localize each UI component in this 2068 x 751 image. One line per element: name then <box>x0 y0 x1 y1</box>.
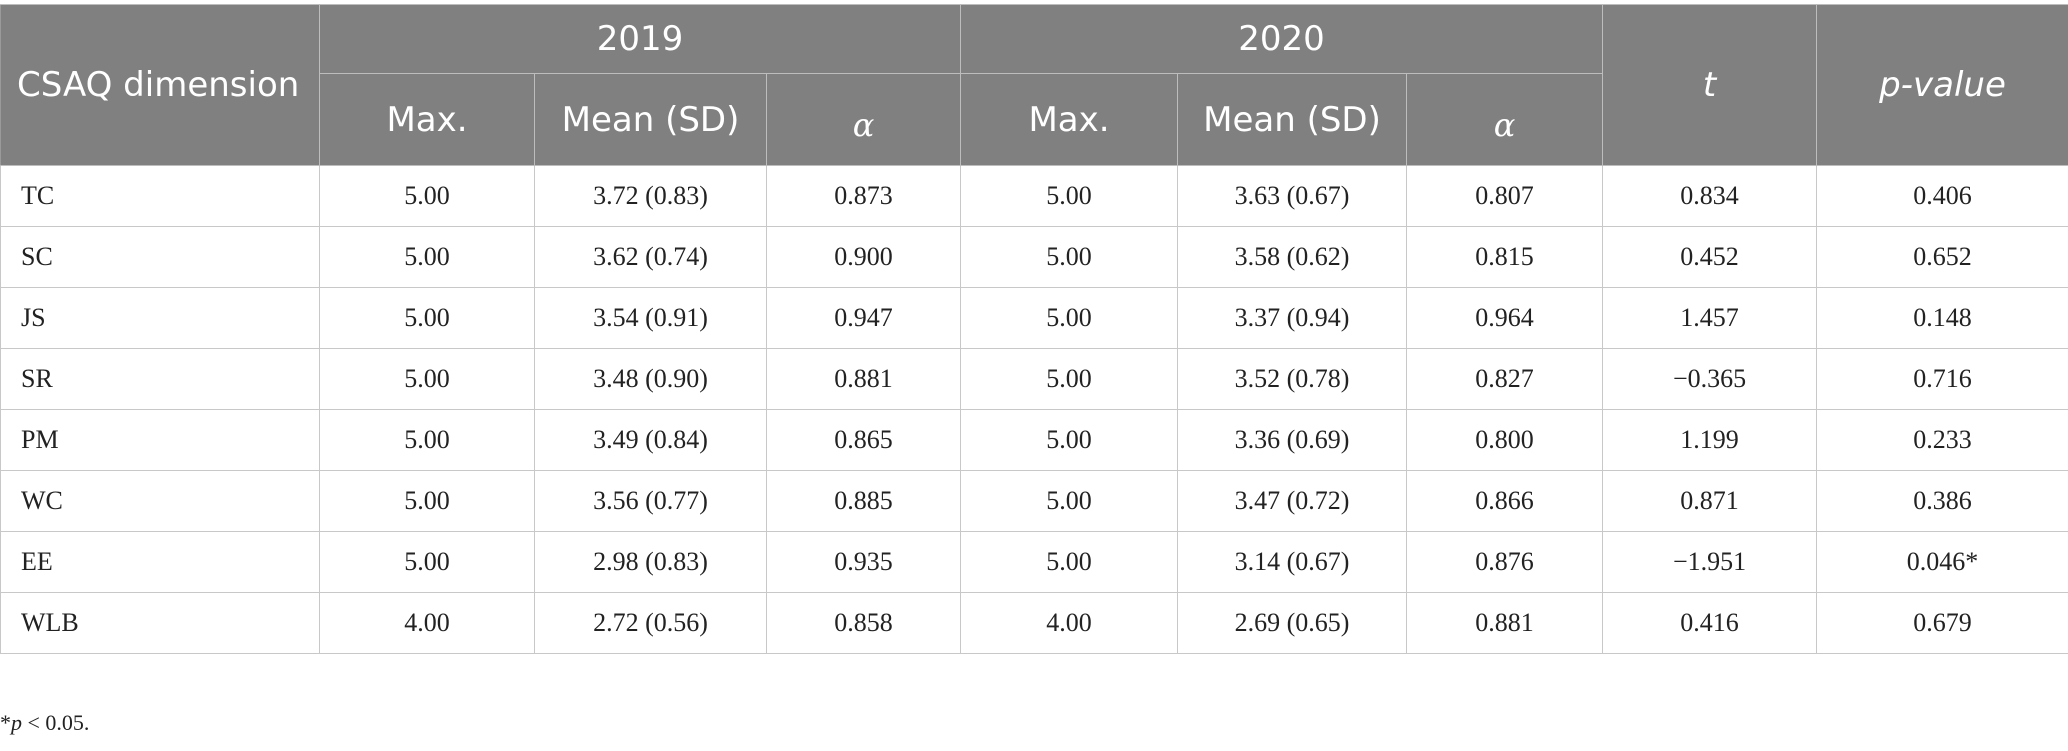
cell-max-2020: 5.00 <box>960 226 1179 288</box>
cell-dimension: JS <box>0 287 320 349</box>
cell-alpha-2020: 0.815 <box>1406 226 1604 288</box>
cell-p-value: 0.148 <box>1816 287 2068 349</box>
header-max-2019: Max. <box>319 73 535 166</box>
cell-t: 0.452 <box>1602 226 1818 288</box>
table-row: SC 5.00 3.62 (0.74) 0.900 5.00 3.58 (0.6… <box>0 226 2068 288</box>
cell-p-value: 0.406 <box>1816 165 2068 227</box>
cell-max-2019: 5.00 <box>319 409 535 471</box>
cell-p-value: 0.716 <box>1816 348 2068 410</box>
cell-p-value: 0.679 <box>1816 592 2068 654</box>
cell-t: −1.951 <box>1602 531 1818 593</box>
header-dimension: CSAQ dimension <box>0 4 320 166</box>
cell-mean-2020: 3.52 (0.78) <box>1177 348 1408 410</box>
cell-alpha-2020: 0.866 <box>1406 470 1604 532</box>
cell-t: 1.199 <box>1602 409 1818 471</box>
cell-dimension: TC <box>0 165 320 227</box>
cell-alpha-2019: 0.935 <box>765 531 962 593</box>
footnote-condition: < 0.05. <box>22 710 90 735</box>
header-alpha-2019: α <box>765 73 962 166</box>
cell-max-2019: 5.00 <box>319 226 535 288</box>
table-row: WC 5.00 3.56 (0.77) 0.885 5.00 3.47 (0.7… <box>0 470 2068 532</box>
footnote-star: * <box>0 710 11 735</box>
cell-dimension: SR <box>0 348 320 410</box>
cell-dimension: WLB <box>0 592 320 654</box>
cell-t: 0.871 <box>1602 470 1818 532</box>
cell-p-value: 0.386 <box>1816 470 2068 532</box>
results-table: CSAQ dimension 2019 2020 t p-value Max. … <box>0 4 2068 654</box>
cell-mean-2019: 3.48 (0.90) <box>534 348 767 410</box>
table-row: EE 5.00 2.98 (0.83) 0.935 5.00 3.14 (0.6… <box>0 531 2068 593</box>
cell-t: 1.457 <box>1602 287 1818 349</box>
table-row: WLB 4.00 2.72 (0.56) 0.858 4.00 2.69 (0.… <box>0 592 2068 654</box>
table-footnote: *p < 0.05. <box>0 710 89 736</box>
cell-mean-2020: 3.36 (0.69) <box>1177 409 1408 471</box>
header-t: t <box>1602 4 1818 166</box>
cell-p-value: 0.233 <box>1816 409 2068 471</box>
header-year-2020: 2020 <box>960 4 1604 74</box>
cell-max-2020: 5.00 <box>960 287 1179 349</box>
cell-dimension: EE <box>0 531 320 593</box>
table-row: PM 5.00 3.49 (0.84) 0.865 5.00 3.36 (0.6… <box>0 409 2068 471</box>
table-row: TC 5.00 3.72 (0.83) 0.873 5.00 3.63 (0.6… <box>0 165 2068 227</box>
cell-mean-2020: 3.14 (0.67) <box>1177 531 1408 593</box>
cell-max-2019: 5.00 <box>319 531 535 593</box>
cell-alpha-2019: 0.885 <box>765 470 962 532</box>
cell-max-2019: 5.00 <box>319 165 535 227</box>
cell-mean-2020: 2.69 (0.65) <box>1177 592 1408 654</box>
cell-mean-2019: 3.49 (0.84) <box>534 409 767 471</box>
header-year-2019: 2019 <box>318 4 962 74</box>
header-alpha-2020: α <box>1406 73 1604 166</box>
cell-max-2019: 5.00 <box>319 348 535 410</box>
cell-dimension: PM <box>0 409 320 471</box>
header-max-2020: Max. <box>960 73 1179 166</box>
cell-alpha-2019: 0.858 <box>765 592 962 654</box>
cell-p-value: 0.652 <box>1816 226 2068 288</box>
cell-max-2020: 5.00 <box>960 165 1179 227</box>
cell-t: 0.416 <box>1602 592 1818 654</box>
cell-mean-2019: 2.72 (0.56) <box>534 592 767 654</box>
cell-mean-2019: 3.72 (0.83) <box>534 165 767 227</box>
cell-alpha-2020: 0.827 <box>1406 348 1604 410</box>
cell-alpha-2020: 0.881 <box>1406 592 1604 654</box>
cell-mean-2020: 3.37 (0.94) <box>1177 287 1408 349</box>
table-row: SR 5.00 3.48 (0.90) 0.881 5.00 3.52 (0.7… <box>0 348 2068 410</box>
cell-alpha-2019: 0.873 <box>765 165 962 227</box>
cell-dimension: WC <box>0 470 320 532</box>
cell-max-2020: 5.00 <box>960 470 1179 532</box>
cell-max-2019: 4.00 <box>319 592 535 654</box>
cell-mean-2019: 3.56 (0.77) <box>534 470 767 532</box>
cell-alpha-2020: 0.807 <box>1406 165 1604 227</box>
cell-alpha-2020: 0.800 <box>1406 409 1604 471</box>
header-mean-sd-2019: Mean (SD) <box>534 73 767 166</box>
cell-max-2019: 5.00 <box>319 287 535 349</box>
cell-p-value: 0.046* <box>1816 531 2068 593</box>
cell-max-2020: 5.00 <box>960 531 1179 593</box>
table-row: JS 5.00 3.54 (0.91) 0.947 5.00 3.37 (0.9… <box>0 287 2068 349</box>
cell-t: 0.834 <box>1602 165 1818 227</box>
cell-mean-2020: 3.58 (0.62) <box>1177 226 1408 288</box>
cell-alpha-2019: 0.865 <box>765 409 962 471</box>
cell-t: −0.365 <box>1602 348 1818 410</box>
cell-alpha-2019: 0.881 <box>765 348 962 410</box>
cell-max-2019: 5.00 <box>319 470 535 532</box>
cell-max-2020: 5.00 <box>960 409 1179 471</box>
cell-alpha-2020: 0.964 <box>1406 287 1604 349</box>
header-p-value: p-value <box>1816 4 2068 166</box>
cell-mean-2019: 3.62 (0.74) <box>534 226 767 288</box>
cell-dimension: SC <box>0 226 320 288</box>
cell-mean-2020: 3.47 (0.72) <box>1177 470 1408 532</box>
cell-alpha-2019: 0.947 <box>765 287 962 349</box>
cell-alpha-2020: 0.876 <box>1406 531 1604 593</box>
cell-max-2020: 4.00 <box>960 592 1179 654</box>
cell-alpha-2019: 0.900 <box>765 226 962 288</box>
footnote-p: p <box>11 710 22 735</box>
cell-mean-2019: 2.98 (0.83) <box>534 531 767 593</box>
cell-max-2020: 5.00 <box>960 348 1179 410</box>
cell-mean-2020: 3.63 (0.67) <box>1177 165 1408 227</box>
header-mean-sd-2020: Mean (SD) <box>1177 73 1408 166</box>
cell-mean-2019: 3.54 (0.91) <box>534 287 767 349</box>
